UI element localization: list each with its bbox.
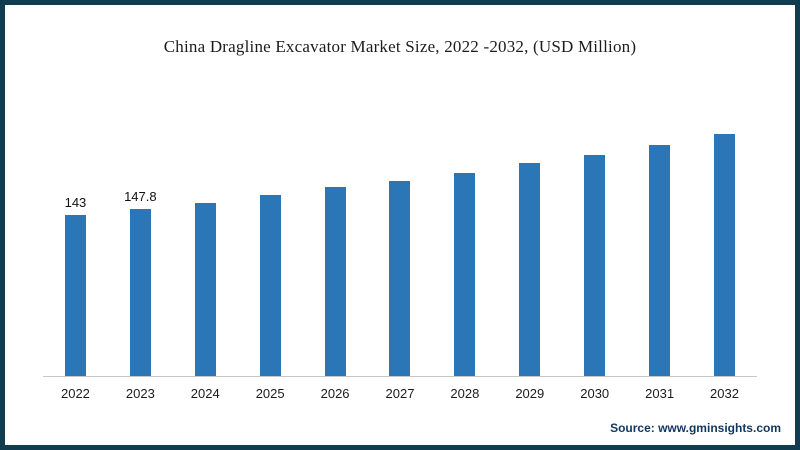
bar-group [562, 105, 627, 376]
bar-group [432, 105, 497, 376]
bar [129, 209, 151, 376]
bar-group [368, 105, 433, 376]
xaxis-tick-label: 2031 [645, 386, 675, 401]
xaxis-tick-label: 2025 [255, 386, 285, 401]
bar-group [627, 105, 692, 376]
bar-group [692, 105, 757, 376]
bar [64, 214, 86, 376]
bar-group [303, 105, 368, 376]
bar-value-label: 147.8 [124, 189, 157, 205]
source-attribution: Source: www.gminsights.com [610, 421, 781, 435]
xaxis-tick-label: 2027 [385, 386, 415, 401]
bar-group [497, 105, 562, 376]
bar [194, 203, 216, 376]
xaxis-tick-label: 2023 [125, 386, 155, 401]
bar [649, 144, 671, 376]
bar [584, 154, 606, 376]
bar [519, 162, 541, 376]
plot-area: 143 147.8 [43, 105, 757, 377]
xaxis-tick-label: 2022 [60, 386, 90, 401]
xaxis-tick-label: 2024 [190, 386, 220, 401]
xaxis-tick-label: 2030 [580, 386, 610, 401]
xaxis-tick-label: 2028 [450, 386, 480, 401]
plot-wrap: 143 147.8 2022 2023 2024 2025 2026 2027 2028 202… [43, 105, 757, 401]
xaxis-tick-label: 2029 [515, 386, 545, 401]
bar [259, 195, 281, 376]
bar-group [238, 105, 303, 376]
xaxis-tick-label: 2032 [710, 386, 739, 401]
bar [714, 134, 736, 376]
xaxis-row: 2022 2023 2024 2025 2026 2027 2028 2029 2030 2031… [43, 386, 757, 401]
bar [389, 180, 411, 376]
bar-group [173, 105, 238, 376]
bar-group: 143 [43, 105, 108, 376]
chart-title: China Dragline Excavator Market Size, 20… [163, 37, 637, 56]
bar [324, 187, 346, 376]
bar-value-label: 143 [64, 194, 87, 210]
bar [454, 172, 476, 376]
bar-group: 147.8 [108, 105, 173, 376]
xaxis-tick-label: 2026 [320, 386, 350, 401]
